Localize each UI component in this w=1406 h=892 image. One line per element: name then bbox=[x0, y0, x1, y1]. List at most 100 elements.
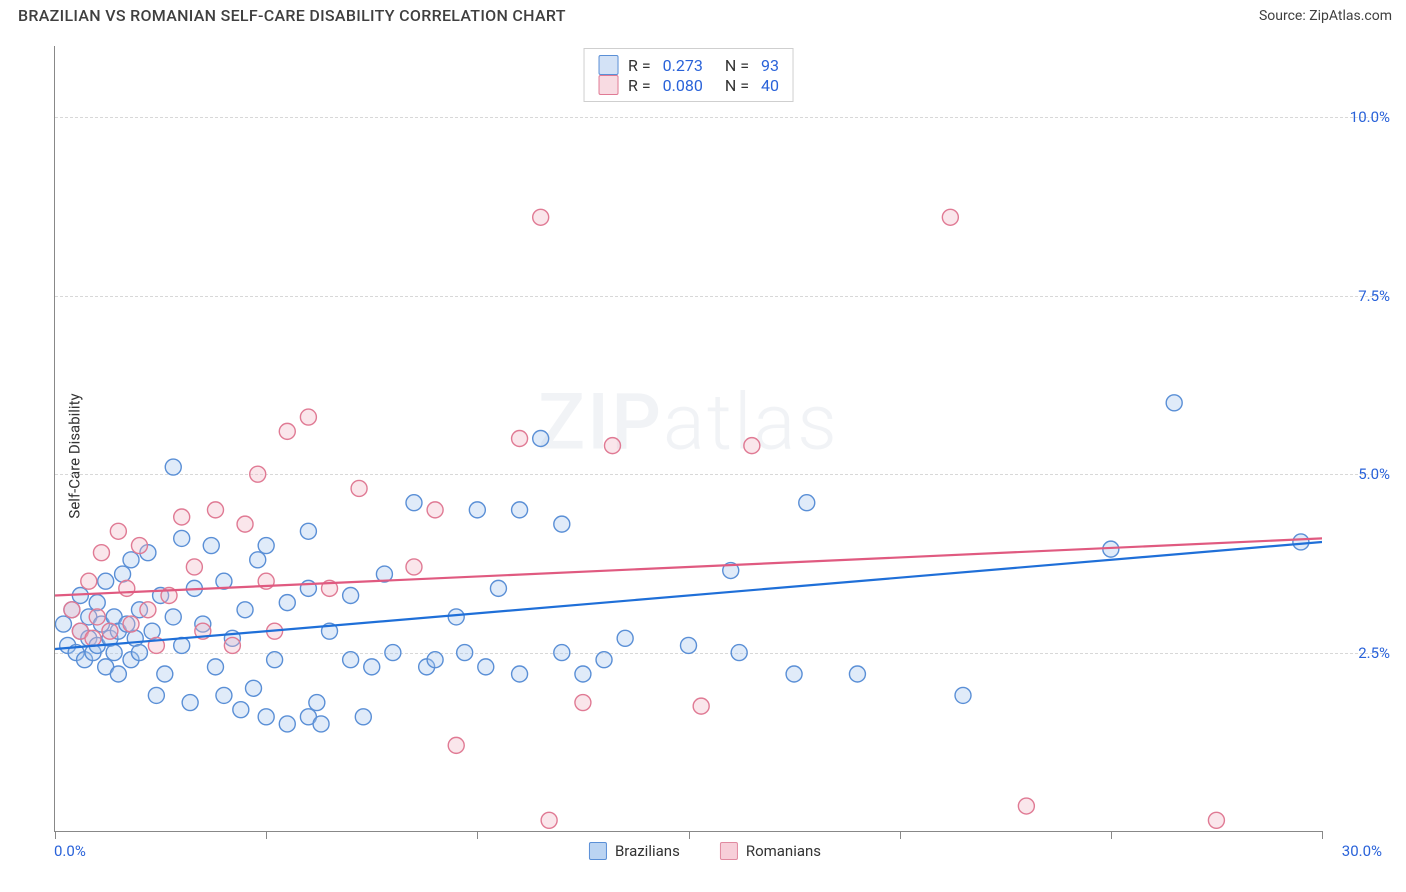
chart-title: BRAZILIAN VS ROMANIAN SELF-CARE DISABILI… bbox=[18, 6, 566, 25]
data-point bbox=[469, 502, 485, 518]
legend-n-label: N = bbox=[725, 56, 749, 75]
data-point bbox=[165, 459, 181, 475]
data-point bbox=[604, 438, 620, 454]
data-point bbox=[85, 630, 101, 646]
legend-r-value: 0.273 bbox=[663, 56, 703, 75]
data-point bbox=[364, 659, 380, 675]
data-point bbox=[575, 666, 591, 682]
x-tick bbox=[477, 831, 478, 839]
x-tick bbox=[1322, 831, 1323, 839]
x-tick bbox=[266, 831, 267, 839]
data-point bbox=[427, 502, 443, 518]
legend-swatch bbox=[598, 55, 618, 75]
data-point bbox=[406, 559, 422, 575]
correlation-legend: R =0.273N =93R =0.080N =40 bbox=[583, 48, 794, 102]
data-point bbox=[250, 552, 266, 568]
legend-r-label: R = bbox=[628, 76, 651, 95]
data-point bbox=[955, 687, 971, 703]
x-tick bbox=[55, 831, 56, 839]
series-legend: Brazilians Romanians bbox=[589, 842, 821, 860]
data-point bbox=[1293, 534, 1309, 550]
legend-label: Brazilians bbox=[615, 842, 680, 860]
data-point bbox=[554, 645, 570, 661]
y-tick-label: 5.0% bbox=[1330, 465, 1390, 483]
data-point bbox=[250, 466, 266, 482]
data-point bbox=[406, 495, 422, 511]
data-point bbox=[448, 737, 464, 753]
x-axis-min-label: 0.0% bbox=[54, 842, 86, 860]
source-label: Source: ZipAtlas.com bbox=[1259, 8, 1392, 24]
data-point bbox=[731, 645, 747, 661]
data-point bbox=[233, 702, 249, 718]
data-point bbox=[512, 666, 528, 682]
legend-item: Romanians bbox=[720, 842, 821, 860]
data-point bbox=[744, 438, 760, 454]
data-point bbox=[216, 687, 232, 703]
data-point bbox=[148, 687, 164, 703]
data-point bbox=[207, 659, 223, 675]
data-point bbox=[127, 630, 143, 646]
y-tick-label: 7.5% bbox=[1330, 287, 1390, 305]
data-point bbox=[575, 695, 591, 711]
data-point bbox=[681, 637, 697, 653]
plot-area: ZIPatlas R =0.273N =93R =0.080N =40 2.5%… bbox=[54, 46, 1322, 832]
data-point bbox=[849, 666, 865, 682]
y-tick-label: 10.0% bbox=[1330, 108, 1390, 126]
legend-swatch bbox=[598, 75, 618, 95]
data-point bbox=[203, 538, 219, 554]
legend-row: R =0.080N =40 bbox=[598, 75, 779, 95]
data-point bbox=[1018, 798, 1034, 814]
legend-r-value: 0.080 bbox=[663, 76, 703, 95]
data-point bbox=[279, 595, 295, 611]
data-point bbox=[174, 509, 190, 525]
data-point bbox=[144, 623, 160, 639]
legend-label: Romanians bbox=[746, 842, 821, 860]
data-point bbox=[1208, 812, 1224, 828]
chart-container: Self-Care Disability ZIPatlas R =0.273N … bbox=[18, 34, 1392, 878]
data-point bbox=[182, 695, 198, 711]
data-point bbox=[351, 480, 367, 496]
data-point bbox=[102, 623, 118, 639]
data-point bbox=[300, 523, 316, 539]
data-point bbox=[313, 716, 329, 732]
data-point bbox=[131, 645, 147, 661]
data-point bbox=[427, 652, 443, 668]
data-point bbox=[237, 602, 253, 618]
data-point bbox=[93, 545, 109, 561]
data-point bbox=[224, 637, 240, 653]
data-point bbox=[64, 602, 80, 618]
data-point bbox=[596, 652, 612, 668]
legend-n-value: 40 bbox=[761, 76, 779, 95]
data-point bbox=[174, 530, 190, 546]
data-point bbox=[237, 516, 253, 532]
x-axis-max-label: 30.0% bbox=[1342, 842, 1382, 860]
data-point bbox=[355, 709, 371, 725]
data-point bbox=[942, 209, 958, 225]
legend-r-label: R = bbox=[628, 56, 651, 75]
legend-swatch bbox=[720, 842, 738, 860]
data-point bbox=[81, 573, 97, 589]
scatter-layer bbox=[55, 46, 1322, 831]
data-point bbox=[478, 659, 494, 675]
data-point bbox=[343, 652, 359, 668]
data-point bbox=[157, 666, 173, 682]
data-point bbox=[490, 580, 506, 596]
data-point bbox=[110, 666, 126, 682]
data-point bbox=[512, 502, 528, 518]
data-point bbox=[786, 666, 802, 682]
data-point bbox=[186, 559, 202, 575]
data-point bbox=[98, 573, 114, 589]
data-point bbox=[300, 409, 316, 425]
data-point bbox=[207, 502, 223, 518]
data-point bbox=[119, 580, 135, 596]
trend-line bbox=[55, 538, 1322, 595]
data-point bbox=[693, 698, 709, 714]
legend-item: Brazilians bbox=[589, 842, 680, 860]
data-point bbox=[457, 645, 473, 661]
data-point bbox=[165, 609, 181, 625]
data-point bbox=[267, 652, 283, 668]
legend-row: R =0.273N =93 bbox=[598, 55, 779, 75]
data-point bbox=[448, 609, 464, 625]
data-point bbox=[533, 209, 549, 225]
data-point bbox=[279, 423, 295, 439]
